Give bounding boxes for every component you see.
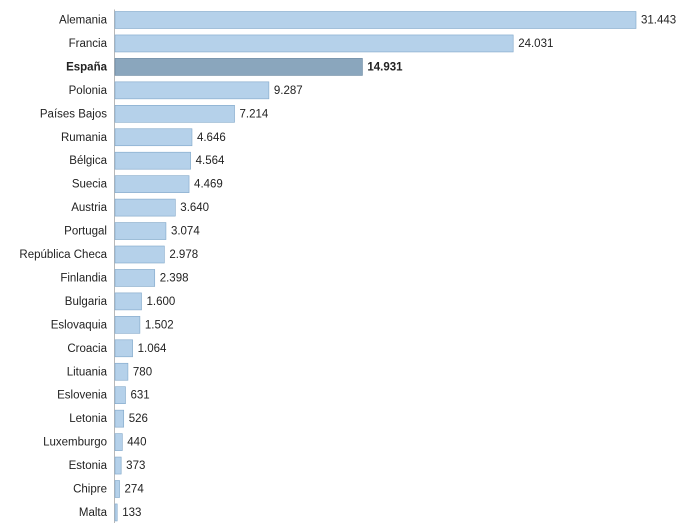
bar-republica-checa [114, 245, 165, 264]
bar-group-malta: Malta 133 [79, 503, 141, 522]
bar-estonia [114, 456, 122, 475]
bar-group-eslovaquia: Eslovaquia 1.502 [51, 316, 174, 334]
value-label-croacia: 1.064 [138, 343, 167, 355]
category-label-polonia: Polonia [69, 85, 108, 97]
bar-group-eslovenia: Eslovenia 631 [57, 386, 150, 405]
category-label-alemania: Alemania [59, 15, 108, 27]
category-label-chipre: Chipre [73, 484, 107, 496]
bar-group-austria: Austria 3.640 [71, 198, 209, 217]
category-label-estonia: Estonia [69, 460, 108, 472]
bar-polonia [114, 81, 270, 100]
bar-group-rumania: Rumania 4.646 [61, 128, 226, 147]
category-label-rumania: Rumania [61, 132, 108, 144]
bar-austria [114, 198, 176, 217]
bar-alemania [114, 11, 637, 29]
value-label-alemania: 31.443 [641, 15, 676, 27]
bar-portugal [114, 222, 167, 240]
category-label-paises-bajos: Países Bajos [40, 108, 107, 120]
value-label-lituania: 780 [133, 366, 152, 378]
bar-belgica [114, 151, 191, 170]
bar-group-polonia: Polonia 9.287 [69, 81, 303, 100]
value-label-belgica: 4.564 [196, 155, 225, 167]
category-label-austria: Austria [71, 202, 107, 214]
value-label-suecia: 4.469 [194, 179, 223, 191]
category-label-eslovaquia: Eslovaquia [51, 319, 108, 331]
bar-group-republica-checa: República Checa 2.978 [19, 245, 198, 264]
bar-group-paises-bajos: Países Bajos 7.214 [40, 105, 269, 123]
value-label-portugal: 3.074 [171, 226, 200, 238]
bar-group-bulgaria: Bulgaria 1.600 [65, 292, 176, 311]
bar-group-finlandia: Finlandia 2.398 [60, 269, 189, 287]
bar-eslovaquia [114, 316, 141, 334]
category-label-espana: España [66, 61, 108, 73]
category-label-croacia: Croacia [67, 343, 107, 355]
category-label-lituania: Lituania [67, 366, 108, 378]
category-label-portugal: Portugal [64, 226, 107, 238]
value-label-malta: 133 [122, 507, 141, 519]
value-label-bulgaria: 1.600 [147, 296, 176, 308]
category-label-eslovenia: Eslovenia [57, 390, 107, 402]
bar-rumania [114, 128, 193, 147]
bar-malta [114, 503, 118, 522]
bar-group-alemania: Alemania 31.443 [59, 11, 676, 29]
value-label-eslovenia: 631 [130, 390, 149, 402]
value-label-finlandia: 2.398 [160, 272, 189, 284]
bar-group-chipre: Chipre 274 [73, 480, 145, 498]
category-label-bulgaria: Bulgaria [65, 296, 108, 308]
bar-group-letonia: Letonia 526 [69, 409, 148, 428]
value-label-paises-bajos: 7.214 [240, 108, 269, 120]
value-label-espana: 14.931 [367, 61, 403, 73]
bar-group-francia: Francia 24.031 [69, 34, 553, 53]
value-label-letonia: 526 [129, 413, 148, 425]
bar-group-croacia: Croacia 1.064 [67, 339, 167, 358]
value-label-rumania: 4.646 [197, 132, 226, 144]
value-label-chipre: 274 [125, 484, 145, 496]
bar-group-luxemburgo: Luxemburgo 440 [43, 433, 146, 451]
bar-finlandia [114, 269, 156, 287]
bar-bulgaria [114, 292, 142, 311]
value-label-polonia: 9.287 [274, 85, 303, 97]
category-label-letonia: Letonia [69, 413, 107, 425]
bar-group-belgica: Bélgica 4.564 [69, 151, 225, 170]
bar-letonia [114, 409, 125, 428]
bar-group-estonia: Estonia 373 [69, 456, 145, 475]
value-label-luxemburgo: 440 [127, 437, 146, 449]
value-label-francia: 24.031 [518, 38, 553, 50]
bar-espana [114, 58, 363, 76]
value-label-austria: 3.640 [180, 202, 209, 214]
bar-francia [114, 34, 514, 53]
category-label-finlandia: Finlandia [60, 272, 107, 284]
bar-chipre [114, 480, 120, 498]
category-label-luxemburgo: Luxemburgo [43, 437, 107, 449]
bar-paises-bajos [114, 105, 235, 123]
value-label-republica-checa: 2.978 [169, 249, 198, 261]
bar-group-espana: España 14.931 [66, 58, 403, 76]
bar-croacia [114, 339, 133, 358]
category-label-malta: Malta [79, 507, 108, 519]
category-label-francia: Francia [69, 38, 108, 50]
category-label-republica-checa: República Checa [19, 249, 107, 261]
bar-lituania [114, 362, 129, 381]
bar-group-lituania: Lituania 780 [67, 362, 152, 381]
bar-suecia [114, 175, 190, 193]
bar-group-portugal: Portugal 3.074 [64, 222, 200, 240]
category-label-belgica: Bélgica [69, 155, 107, 167]
value-label-eslovaquia: 1.502 [145, 319, 174, 331]
bar-group-suecia: Suecia 4.469 [72, 175, 223, 193]
bar-luxemburgo [114, 433, 123, 451]
bar-eslovenia [114, 386, 126, 405]
value-label-estonia: 373 [126, 460, 145, 472]
category-label-suecia: Suecia [72, 179, 108, 191]
